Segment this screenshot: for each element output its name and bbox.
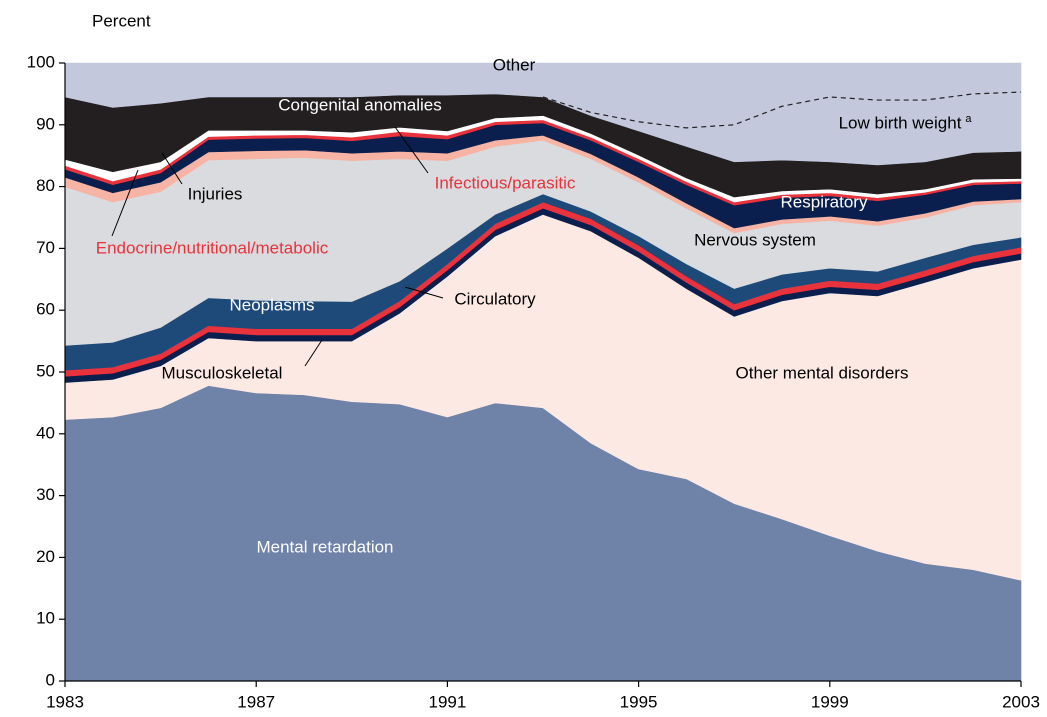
leader-line <box>161 152 183 185</box>
y-axis-label: Percent <box>92 11 151 30</box>
y-tick-label: 20 <box>36 547 55 566</box>
y-tick-label: 0 <box>46 670 55 689</box>
series-label: Endocrine/nutritional/metabolic <box>96 238 329 257</box>
y-tick-label: 100 <box>27 52 55 71</box>
leader-line <box>404 286 444 299</box>
series-label: Musculoskeletal <box>162 363 283 382</box>
dashed-boundary <box>542 91 1022 129</box>
series-label: Respiratory <box>781 192 868 211</box>
y-tick-label: 90 <box>36 114 55 133</box>
y-tick-label: 50 <box>36 361 55 380</box>
y-tick-label: 70 <box>36 238 55 257</box>
y-tick-label: 10 <box>36 609 55 628</box>
x-tick-label: 1987 <box>237 692 275 711</box>
series-label: Neoplasms <box>229 295 314 314</box>
x-tick-label: 1991 <box>428 692 466 711</box>
series-label: Other mental disorders <box>736 363 909 382</box>
series-label: Low birth weight <box>839 113 962 132</box>
series-label: Infectious/parasitic <box>435 173 576 192</box>
series-label: Congenital anomalies <box>278 95 442 114</box>
y-tick-label: 60 <box>36 300 55 319</box>
series-label: Nervous system <box>694 230 816 249</box>
footnote-marker: a <box>965 113 972 125</box>
leader-line <box>394 126 429 174</box>
series-label: Injuries <box>188 184 243 203</box>
x-tick-label: 1983 <box>46 692 84 711</box>
y-tick-label: 30 <box>36 485 55 504</box>
series-label: Circulatory <box>454 289 536 308</box>
x-tick-label: 1999 <box>811 692 849 711</box>
leader-line <box>111 169 139 237</box>
y-tick-label: 80 <box>36 176 55 195</box>
series-label: Other <box>493 55 536 74</box>
y-tick-label: 40 <box>36 423 55 442</box>
series-label: Mental retardation <box>256 537 393 556</box>
x-tick-label: 1995 <box>620 692 658 711</box>
leader-line <box>304 339 323 367</box>
x-tick-label: 2003 <box>1002 692 1040 711</box>
